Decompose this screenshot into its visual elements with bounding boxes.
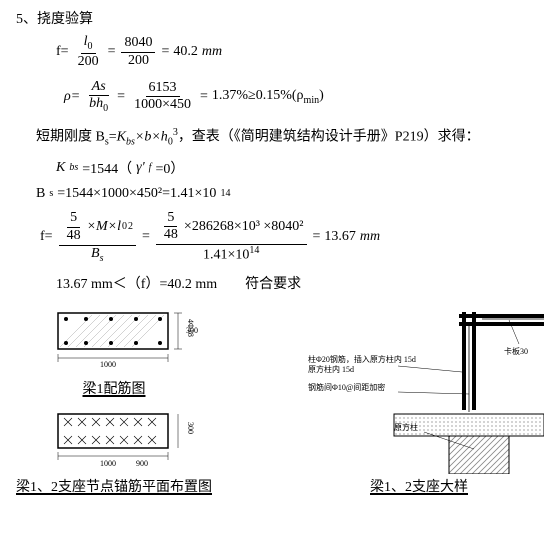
svg-text:卡板30: 卡板30 [504, 346, 528, 356]
eq1: = [117, 89, 125, 105]
frac2: 6153 1000×450 [131, 80, 194, 115]
big-frac1: 548 ×M×l02 Bs [59, 210, 136, 264]
eq2: = [200, 89, 208, 105]
unit: mm [360, 229, 380, 245]
svg-text:4Φ18: 4Φ18 [186, 319, 195, 337]
unit: mm [202, 44, 222, 60]
frac1: l0 200 [75, 34, 102, 71]
frac2: 8040 200 [121, 35, 155, 70]
figure2-caption: 梁1、2支座节点锚筋平面布置图 [16, 476, 212, 496]
kbs-value: Kbs =1544（γ'f =0） [56, 158, 544, 178]
paragraph-stiffness: 短期刚度 Bs=Kbs×b×h03，查表（《简明建筑结构设计手册》P219）求得… [36, 125, 544, 149]
bs-value: Bs=1544×1000×450²=1.41×1014 [36, 186, 544, 202]
figures-left-column: 1000 300 4Φ18 梁1配筋图 [16, 301, 212, 496]
svg-text:钢筋间Φ10@间距加密: 钢筋间Φ10@间距加密 [308, 382, 385, 392]
svg-text:1000: 1000 [100, 360, 116, 369]
svg-text:柱Φ20钢筋，插入原方柱内 15d: 柱Φ20钢筋，插入原方柱内 15d [308, 354, 416, 364]
formula-deflection-limit: f= l0 200 = 8040 200 = 40.2 mm [56, 34, 544, 71]
svg-text:原方柱内 15d: 原方柱内 15d [308, 364, 354, 374]
eq2: = [161, 44, 169, 60]
lhs: ρ= [64, 89, 80, 105]
frac1: As bh0 [86, 79, 111, 116]
lhs: f= [56, 44, 69, 60]
figure1-caption: 梁1配筋图 [16, 378, 212, 398]
svg-text:原方柱: 原方柱 [394, 422, 418, 432]
result: 13.67 [324, 229, 356, 245]
svg-text:900: 900 [136, 459, 148, 468]
result: 1.37%≥0.15%(ρmin) [212, 88, 324, 106]
eq1: = [142, 229, 150, 245]
lhs: f= [40, 229, 53, 245]
figures-right-column: 柱Φ20钢筋，插入原方柱内 15d 原方柱内 15d 钢筋间Φ10@间距加密 卡… [294, 301, 544, 496]
formula-rho: ρ= As bh0 = 6153 1000×450 = 1.37%≥0.15%(… [64, 79, 544, 116]
big-frac2: 548 ×286268×10³ ×8040² 1.41×1014 [156, 210, 307, 265]
formula-deflection-calc: f= 548 ×M×l02 Bs = 548 ×286268×10³ ×8040… [40, 210, 544, 265]
figures-container: 1000 300 4Φ18 梁1配筋图 [16, 301, 544, 496]
figure3-caption: 梁1、2支座大样 [294, 476, 544, 496]
figure-support-detail: 柱Φ20钢筋，插入原方柱内 15d 原方柱内 15d 钢筋间Φ10@间距加密 卡… [294, 304, 544, 474]
figure-beam1-rebar: 1000 300 4Φ18 [16, 301, 206, 376]
section-title-text: 挠度验算 [37, 12, 93, 27]
check-result: 13.67 mm＜（f）=40.2 mm 符合要求 [56, 273, 544, 293]
result: 40.2 [173, 44, 198, 60]
figure-anchor-plan: 1000 900 300 [16, 404, 206, 474]
eq2: = [313, 229, 321, 245]
eq1: = [108, 44, 116, 60]
section-title: 5、挠度验算 [16, 8, 544, 28]
section-number: 5、 [16, 12, 37, 27]
svg-text:300: 300 [186, 422, 195, 434]
svg-text:1000: 1000 [100, 459, 116, 468]
